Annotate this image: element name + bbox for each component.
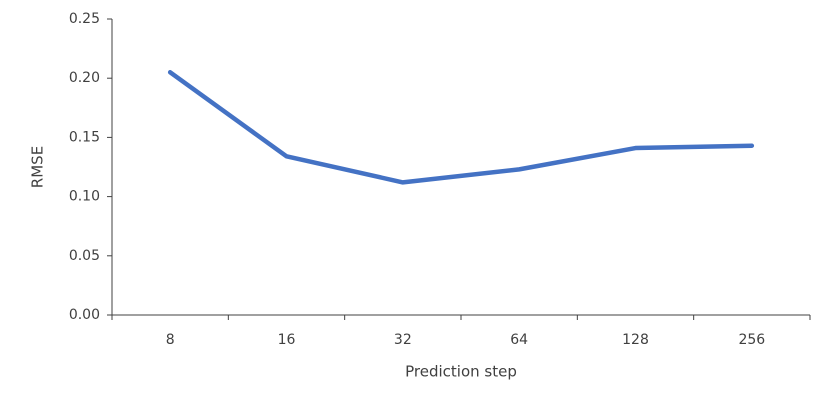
- y-axis-title: RMSE: [29, 146, 47, 188]
- x-tick-label: 128: [622, 332, 649, 348]
- y-tick-label: 0.10: [69, 189, 100, 205]
- y-tick-label: 0.20: [69, 70, 100, 86]
- y-tick-label: 0.00: [69, 307, 100, 323]
- x-tick-label: 64: [510, 332, 528, 348]
- x-axis-title: Prediction step: [405, 363, 517, 381]
- y-tick-label: 0.25: [69, 11, 100, 27]
- x-tick-label: 32: [394, 332, 412, 348]
- x-tick-label: 256: [738, 332, 765, 348]
- x-tick-label: 8: [166, 332, 175, 348]
- x-tick-label: 16: [278, 332, 296, 348]
- y-tick-label: 0.15: [69, 129, 100, 145]
- y-tick-label: 0.05: [69, 248, 100, 264]
- line: [167, 70, 755, 185]
